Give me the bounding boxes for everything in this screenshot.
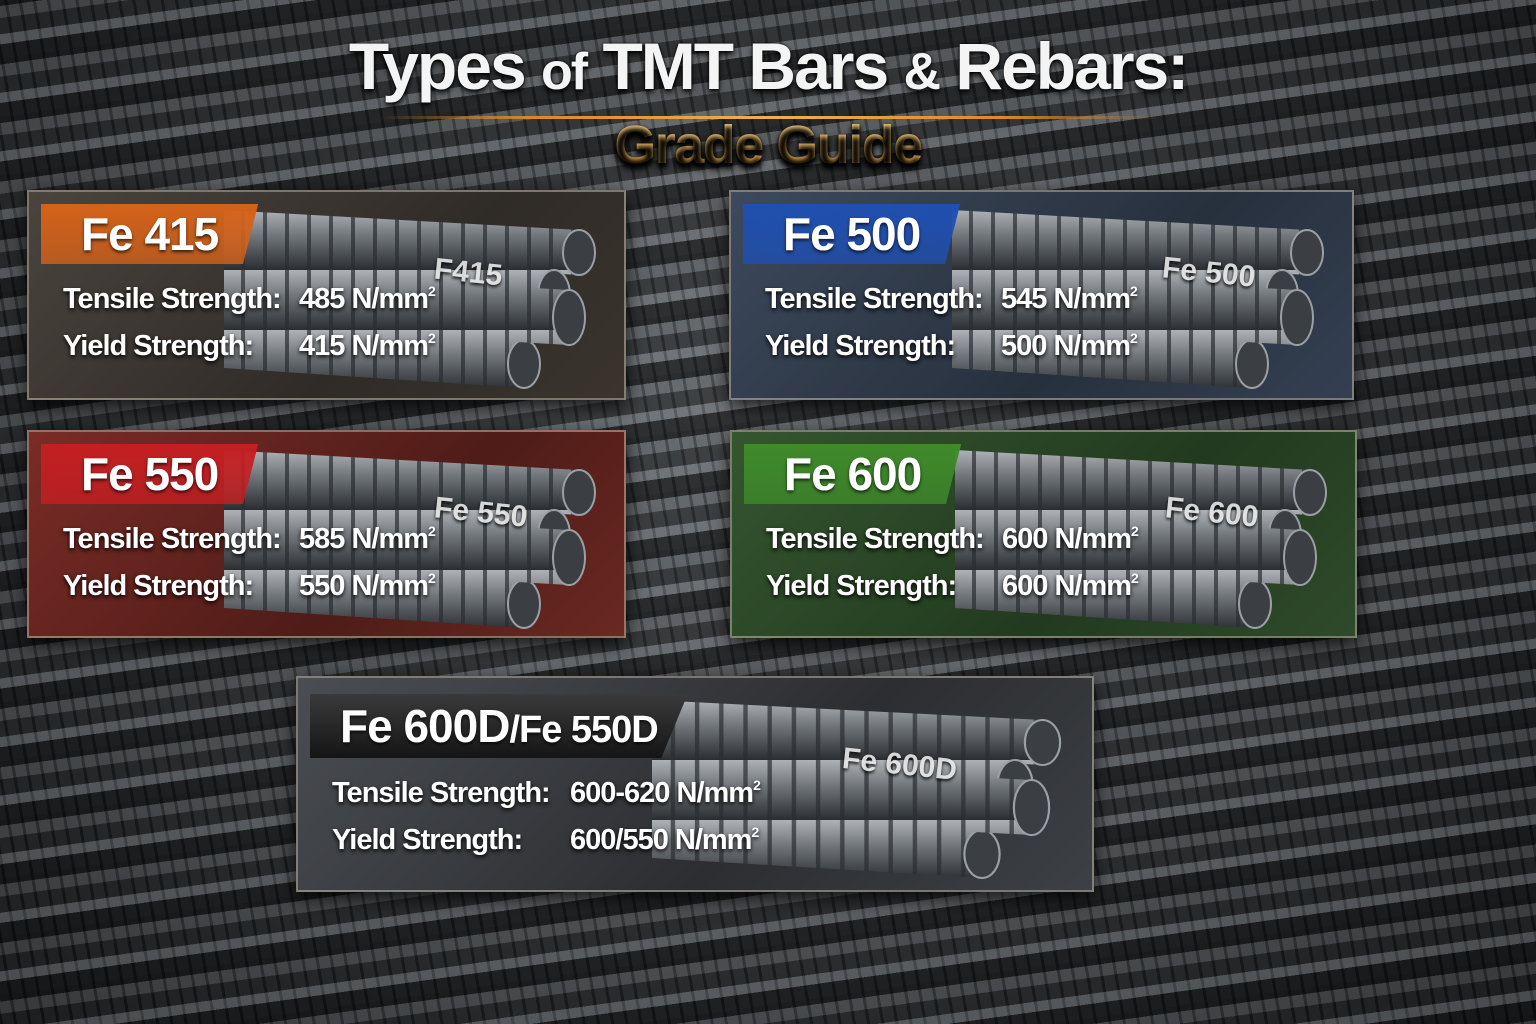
- yield-strength-row: Yield Strength: 600/550 N/mm2: [332, 817, 760, 864]
- grade-card: Fe 550 Fe 550 Tensile Strength: 585 N/mm…: [27, 430, 626, 638]
- tensile-label: Tensile Strength:: [332, 777, 551, 809]
- rebar-bundle-image: [652, 700, 1092, 890]
- yield-value: 415 N/mm2: [299, 330, 436, 362]
- tensile-value: 600-620 N/mm2: [570, 777, 761, 809]
- yield-label: Yield Strength:: [765, 330, 956, 362]
- title-divider: [380, 116, 1160, 119]
- rebar-bundle-image: [224, 450, 624, 636]
- grade-badge: Fe 600D/Fe 550D: [310, 694, 688, 758]
- yield-value: 600/550 N/mm2: [570, 824, 759, 856]
- tensile-value: 585 N/mm2: [299, 523, 436, 555]
- grade-badge: Fe 600: [744, 444, 962, 504]
- tensile-strength-row: Tensile Strength: 545 N/mm2: [765, 276, 1138, 323]
- title-word: Types: [348, 29, 527, 103]
- bar-marking: F415: [432, 252, 504, 293]
- rebar-bundle-image: [224, 210, 624, 398]
- rebar-shape: [224, 270, 586, 346]
- yield-label: Yield Strength:: [766, 570, 957, 602]
- rebar-bundle-image: [955, 450, 1355, 636]
- grade-card: Fe 600 Fe 600 Tensile Strength: 600 N/mm…: [730, 430, 1357, 638]
- grade-label: Fe 550: [81, 448, 219, 500]
- yield-strength-row: Yield Strength: 550 N/mm2: [63, 563, 436, 610]
- yield-label: Yield Strength:: [332, 824, 523, 856]
- rebar-bundle-image: [952, 210, 1352, 398]
- yield-value: 600 N/mm2: [1002, 570, 1139, 602]
- grade-label: Fe 600D: [340, 700, 510, 752]
- grade-badge: Fe 415: [41, 204, 259, 264]
- tensile-label: Tensile Strength:: [765, 283, 984, 315]
- tensile-value: 485 N/mm2: [299, 283, 436, 315]
- page-subtitle: Grade Guide: [0, 114, 1536, 176]
- grade-card: Fe 500 Fe 500 Tensile Strength: 545 N/mm…: [729, 190, 1354, 400]
- page-title: Types of TMT Bars & Rebars:: [0, 28, 1536, 104]
- title-word: TMT Bars: [602, 29, 889, 103]
- yield-strength-row: Yield Strength: 415 N/mm2: [63, 323, 436, 370]
- grade-card: Fe 600D/Fe 550D Fe 600D Tensile Strength…: [296, 676, 1094, 892]
- tensile-strength-row: Tensile Strength: 600 N/mm2: [766, 516, 1139, 563]
- yield-label: Yield Strength:: [63, 570, 254, 602]
- tensile-strength-row: Tensile Strength: 600-620 N/mm2: [332, 770, 761, 817]
- tensile-label: Tensile Strength:: [63, 523, 282, 555]
- grade-label: Fe 600: [784, 448, 922, 500]
- tensile-strength-row: Tensile Strength: 585 N/mm2: [63, 516, 436, 563]
- rebar-shape: [952, 270, 1314, 346]
- yield-label: Yield Strength:: [63, 330, 254, 362]
- yield-strength-row: Yield Strength: 500 N/mm2: [765, 323, 1138, 370]
- tensile-value: 600 N/mm2: [1002, 523, 1139, 555]
- grade-card: Fe 415 F415 Tensile Strength: 485 N/mm2 …: [27, 190, 626, 400]
- title-word: of: [541, 43, 588, 101]
- title-word: Rebars:: [955, 29, 1189, 103]
- grade-label: Fe 415: [81, 208, 219, 260]
- yield-strength-row: Yield Strength: 600 N/mm2: [766, 563, 1139, 610]
- rebar-shape: [224, 510, 586, 586]
- grade-label: Fe 500: [783, 208, 921, 260]
- tensile-label: Tensile Strength:: [63, 283, 282, 315]
- grade-separator: /: [509, 709, 520, 751]
- yield-value: 550 N/mm2: [299, 570, 436, 602]
- rebar-shape: [652, 760, 1051, 836]
- grade-badge: Fe 500: [743, 204, 961, 264]
- tensile-value: 545 N/mm2: [1001, 283, 1138, 315]
- grade-alt-label: Fe 550D: [519, 709, 659, 751]
- tensile-label: Tensile Strength:: [766, 523, 985, 555]
- grade-badge: Fe 550: [41, 444, 259, 504]
- title-word: &: [903, 43, 942, 101]
- tensile-strength-row: Tensile Strength: 485 N/mm2: [63, 276, 436, 323]
- rebar-shape: [955, 510, 1317, 586]
- yield-value: 500 N/mm2: [1001, 330, 1138, 362]
